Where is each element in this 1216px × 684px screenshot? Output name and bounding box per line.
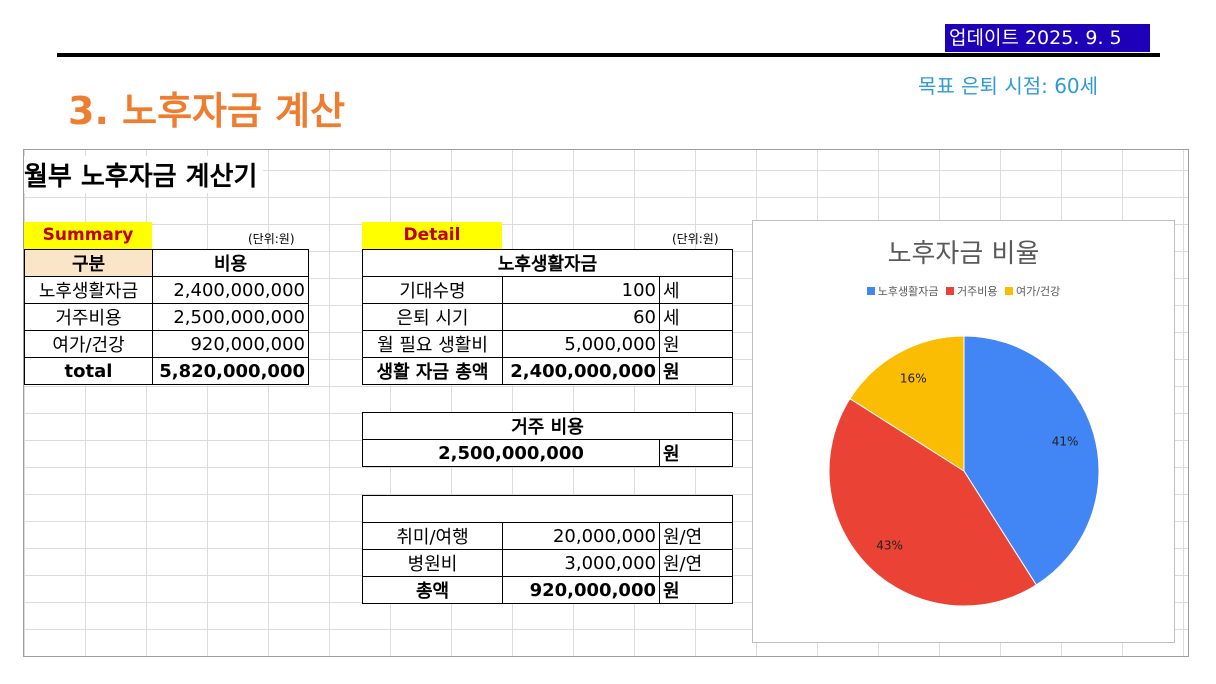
page-title: 3. 노후자금 계산 <box>68 89 346 133</box>
summary-header-cost: 비용 <box>152 249 309 277</box>
summary-row-value[interactable]: 2,400,000,000 <box>152 276 309 304</box>
legend-label: 여가/건강 <box>1016 285 1061 298</box>
living-row-value[interactable]: 100 <box>502 276 660 304</box>
leisure-row[interactable]: 병원비 3,000,000 원/연 <box>362 549 734 577</box>
leisure-health-table: 취미/여행 20,000,000 원/연 병원비 3,000,000 원/연 총… <box>361 495 734 604</box>
housing-header: 거주 비용 <box>361 412 734 440</box>
legend-swatch <box>866 287 875 295</box>
leisure-header-empty <box>361 495 734 523</box>
living-header: 노후생활자금 <box>362 249 733 277</box>
leisure-row-name[interactable]: 취미/여행 <box>362 522 503 550</box>
summary-row-value[interactable]: 920,000,000 <box>152 330 309 358</box>
pie-slice-living[interactable] <box>963 335 1100 586</box>
leisure-total-row[interactable]: 총액 920,000,000 원 <box>362 576 734 604</box>
summary-row[interactable]: 여가/건강 920,000,000 <box>24 330 309 358</box>
living-row-name[interactable]: 기대수명 <box>362 276 503 304</box>
living-header-row: 노후생활자금 <box>362 249 733 277</box>
detail-label: Detail <box>362 222 502 249</box>
summary-row[interactable]: 거주비용 2,500,000,000 <box>24 303 309 331</box>
leisure-row-unit[interactable]: 원/연 <box>658 522 734 550</box>
housing-value[interactable]: 2,500,000,000 <box>362 439 660 467</box>
leisure-row-unit[interactable]: 원/연 <box>658 549 734 577</box>
summary-total-label[interactable]: total <box>24 357 153 385</box>
pie-chart-plot: 41% 43% 16% <box>828 335 1100 607</box>
update-date-badge: 업데이트 2025. 9. 5 <box>945 24 1150 52</box>
header-divider <box>57 53 1160 57</box>
sheet-title: 월부 노후자금 계산기 <box>24 156 264 193</box>
leisure-row-value[interactable]: 20,000,000 <box>502 522 660 550</box>
legend-swatch <box>946 287 955 295</box>
summary-row-name[interactable]: 거주비용 <box>24 303 153 331</box>
summary-row-name[interactable]: 여가/건강 <box>24 330 153 358</box>
summary-label: Summary <box>24 222 152 249</box>
housing-unit[interactable]: 원 <box>658 439 734 467</box>
summary-total-value[interactable]: 5,820,000,000 <box>152 357 309 385</box>
leisure-row-name[interactable]: 병원비 <box>362 549 503 577</box>
living-row-value[interactable]: 60 <box>502 303 660 331</box>
legend-label: 거주비용 <box>957 285 998 298</box>
legend-item: 여가/건강 <box>1005 283 1060 299</box>
living-total-unit[interactable]: 원 <box>659 357 733 385</box>
leisure-row-value[interactable]: 3,000,000 <box>502 549 660 577</box>
pie-data-label: 16% <box>900 372 927 386</box>
summary-unit-note: (단위:원) <box>248 232 295 246</box>
summary-total-row[interactable]: total 5,820,000,000 <box>24 357 309 385</box>
retire-age-note: 목표 은퇴 시점: 60세 <box>918 74 1099 98</box>
living-row-name[interactable]: 은퇴 시기 <box>362 303 503 331</box>
detail-unit-note: (단위:원) <box>672 232 719 246</box>
legend-swatch <box>1005 287 1014 295</box>
living-total-name[interactable]: 생활 자금 총액 <box>362 357 503 385</box>
spreadsheet: 월부 노후자금 계산기 Summary (단위:원) 구분 비용 노후생활자금 … <box>23 149 1189 657</box>
housing-header-row: 거주 비용 <box>361 412 734 440</box>
living-total-row[interactable]: 생활 자금 총액 2,400,000,000 원 <box>362 357 733 385</box>
pie-slice-housing[interactable] <box>828 397 1038 607</box>
leisure-total-name[interactable]: 총액 <box>362 576 503 604</box>
legend-item: 거주비용 <box>946 283 998 299</box>
summary-row[interactable]: 노후생활자금 2,400,000,000 <box>24 276 309 304</box>
housing-cost-table: 거주 비용 2,500,000,000 원 <box>361 412 734 467</box>
housing-value-row[interactable]: 2,500,000,000 원 <box>362 439 734 467</box>
living-row-name[interactable]: 월 필요 생활비 <box>362 330 503 358</box>
summary-header-row: 구분 비용 <box>24 249 309 277</box>
living-row-unit[interactable]: 세 <box>659 276 733 304</box>
leisure-total-value[interactable]: 920,000,000 <box>502 576 660 604</box>
living-row[interactable]: 기대수명 100 세 <box>362 276 733 304</box>
summary-row-name[interactable]: 노후생활자금 <box>24 276 153 304</box>
living-row-unit[interactable]: 원 <box>659 330 733 358</box>
pie-chart[interactable]: 노후자금 비율 노후생활자금 거주비용 여가/건강 41% 43% 16% <box>752 220 1175 643</box>
living-row[interactable]: 은퇴 시기 60 세 <box>362 303 733 331</box>
living-row[interactable]: 월 필요 생활비 5,000,000 원 <box>362 330 733 358</box>
legend-label: 노후생활자금 <box>877 285 939 298</box>
pie-data-label: 43% <box>876 538 903 552</box>
chart-title: 노후자금 비율 <box>887 239 1040 269</box>
leisure-header-row <box>361 495 734 523</box>
leisure-row[interactable]: 취미/여행 20,000,000 원/연 <box>362 522 734 550</box>
living-row-unit[interactable]: 세 <box>659 303 733 331</box>
leisure-total-unit[interactable]: 원 <box>658 576 734 604</box>
legend-item: 노후생활자금 <box>866 283 939 299</box>
pie-slice-leisure[interactable] <box>849 335 965 472</box>
living-total-value[interactable]: 2,400,000,000 <box>502 357 660 385</box>
summary-table: 구분 비용 노후생활자금 2,400,000,000 거주비용 2,500,00… <box>24 249 309 385</box>
chart-legend: 노후생활자금 거주비용 여가/건강 <box>753 283 1174 299</box>
summary-row-value[interactable]: 2,500,000,000 <box>152 303 309 331</box>
living-row-value[interactable]: 5,000,000 <box>502 330 660 358</box>
pie-data-label: 41% <box>1052 435 1079 449</box>
living-cost-table: 노후생활자금 기대수명 100 세 은퇴 시기 60 세 월 필요 생활비 5,… <box>362 249 733 385</box>
summary-header-category: 구분 <box>24 249 153 277</box>
